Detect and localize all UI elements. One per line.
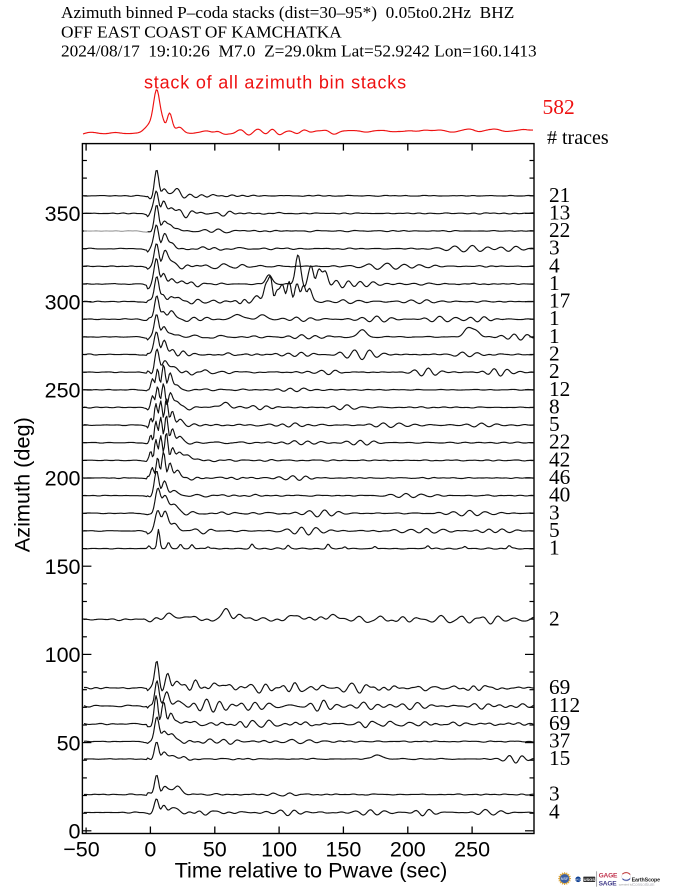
svg-text:4: 4 — [549, 253, 560, 277]
svg-text:stack of all azimuth bin stack: stack of all azimuth bin stacks — [144, 72, 407, 92]
svg-text:NASA: NASA — [575, 879, 582, 882]
svg-text:USGS: USGS — [584, 877, 596, 882]
svg-text:46: 46 — [549, 465, 571, 489]
svg-text:5: 5 — [549, 518, 560, 542]
svg-text:5: 5 — [549, 412, 560, 436]
svg-text:150: 150 — [45, 555, 81, 579]
svg-text:582: 582 — [543, 95, 575, 119]
svg-text:13: 13 — [549, 200, 570, 224]
svg-text:2: 2 — [549, 342, 560, 366]
svg-text:250: 250 — [454, 838, 490, 862]
svg-text:2: 2 — [549, 359, 560, 383]
svg-text:40: 40 — [549, 483, 570, 507]
svg-text:37: 37 — [549, 729, 571, 753]
svg-text:17: 17 — [549, 289, 571, 313]
svg-text:Time relative to Pwave (sec): Time relative to Pwave (sec) — [175, 858, 448, 883]
svg-text:22: 22 — [549, 430, 570, 454]
svg-text:1: 1 — [549, 536, 560, 560]
svg-text:150: 150 — [325, 838, 361, 862]
svg-text:3: 3 — [549, 500, 560, 524]
svg-text:SAGE: SAGE — [599, 881, 618, 888]
svg-text:69: 69 — [549, 675, 570, 699]
svg-text:200: 200 — [390, 838, 426, 862]
svg-text:2: 2 — [549, 607, 560, 631]
svg-text:EarthScope: EarthScope — [632, 878, 661, 884]
svg-text:42: 42 — [549, 447, 570, 471]
svg-text:69: 69 — [549, 711, 570, 735]
svg-text:3: 3 — [549, 782, 560, 806]
svg-text:100: 100 — [45, 643, 81, 667]
svg-text:Azimuth (deg): Azimuth (deg) — [10, 417, 35, 552]
svg-text:112: 112 — [549, 693, 580, 717]
svg-text:1: 1 — [549, 271, 560, 295]
svg-text:50: 50 — [57, 731, 81, 755]
svg-text:GAGE: GAGE — [599, 873, 618, 880]
svg-text:Consortium: Consortium — [632, 882, 655, 887]
svg-text:1: 1 — [549, 324, 560, 348]
svg-text:21: 21 — [549, 183, 570, 207]
svg-text:4: 4 — [549, 800, 560, 824]
svg-text:15: 15 — [549, 746, 570, 770]
svg-text:OFF EAST COAST OF KAMCHATKA: OFF EAST COAST OF KAMCHATKA — [61, 22, 342, 41]
svg-text:100: 100 — [261, 838, 297, 862]
svg-text:−50: −50 — [63, 838, 100, 862]
svg-text:operated by: operated by — [619, 882, 633, 886]
svg-text:250: 250 — [45, 379, 81, 403]
svg-text:200: 200 — [45, 467, 81, 491]
svg-text:50: 50 — [203, 838, 227, 862]
svg-text:1: 1 — [549, 306, 560, 330]
svg-text:0: 0 — [69, 820, 81, 844]
svg-text:22: 22 — [549, 218, 570, 242]
svg-text:8: 8 — [549, 394, 560, 418]
svg-text:3: 3 — [549, 236, 560, 260]
svg-text:Azimuth binned P–coda stacks (: Azimuth binned P–coda stacks (dist=30–95… — [61, 3, 514, 22]
svg-text:# traces: # traces — [547, 127, 609, 149]
svg-text:12: 12 — [549, 377, 570, 401]
svg-text:NSF: NSF — [561, 877, 569, 881]
svg-text:300: 300 — [45, 290, 81, 314]
svg-text:2024/08/17 19:10:26 M7.0 Z=: 2024/08/17 19:10:26 M7.0 Z=29.0km Lat=52… — [61, 42, 537, 61]
svg-text:0: 0 — [144, 838, 156, 862]
svg-text:350: 350 — [45, 202, 81, 226]
